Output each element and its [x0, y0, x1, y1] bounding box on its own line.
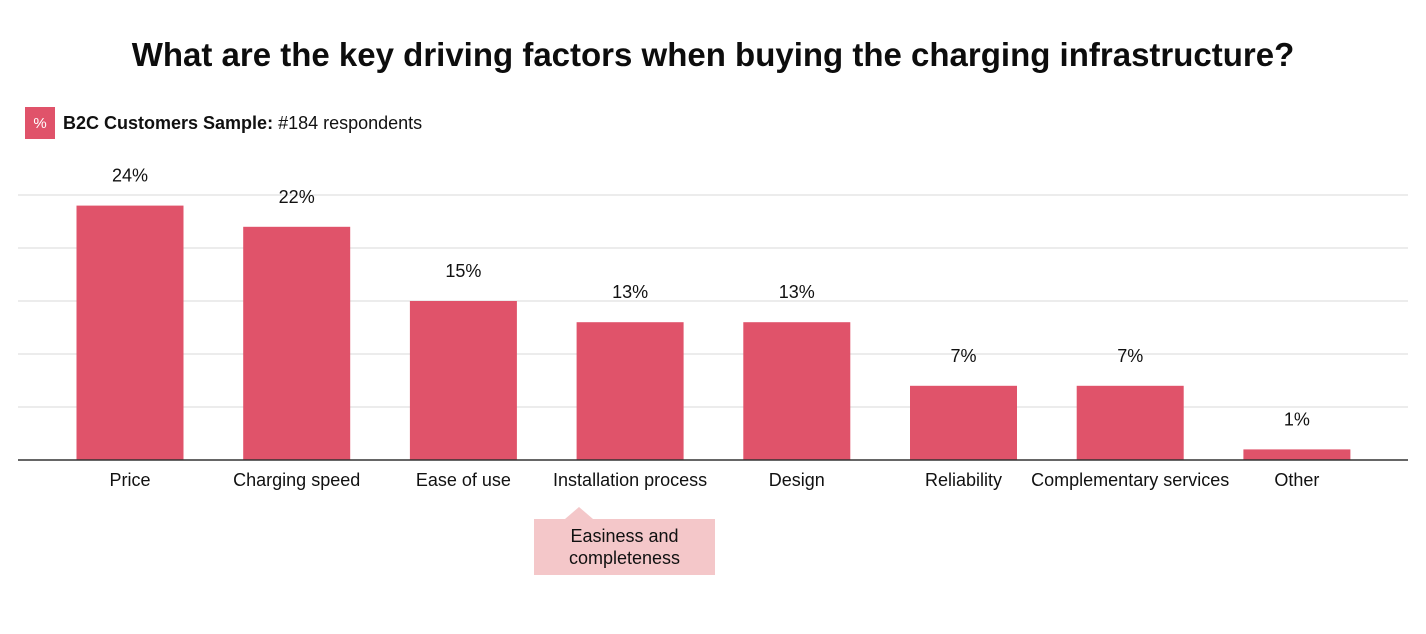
category-label-5: Reliability [925, 470, 1002, 490]
legend: % B2C Customers Sample: #184 respondents [25, 107, 422, 139]
bar-4 [743, 322, 851, 460]
category-label-3: Installation process [553, 470, 707, 490]
category-label-1: Charging speed [233, 470, 360, 490]
legend-percent-swatch: % [25, 107, 55, 139]
bar-0 [76, 205, 184, 460]
category-label-0: Price [109, 470, 150, 490]
data-label-2: 15% [445, 261, 481, 281]
callout-line-1: Easiness and [570, 526, 679, 546]
callout-line-2: completeness [568, 548, 681, 568]
bar-5 [910, 385, 1017, 460]
bar-6 [1076, 385, 1184, 460]
chart-title: What are the key driving factors when bu… [131, 36, 1295, 73]
bar-2 [409, 301, 517, 460]
data-label-0: 24% [112, 166, 148, 186]
data-label-7: 1% [1284, 409, 1310, 429]
bar-7 [1243, 449, 1351, 460]
category-label-4: Design [769, 470, 825, 490]
callout-arrow [565, 507, 593, 519]
category-label-6: Complementary services [1031, 470, 1229, 490]
category-label-7: Other [1274, 470, 1319, 490]
legend-label: B2C Customers Sample: #184 respondents [63, 113, 422, 134]
data-label-6: 7% [1117, 346, 1143, 366]
data-label-1: 22% [279, 187, 315, 207]
data-label-4: 13% [779, 282, 815, 302]
data-label-3: 13% [612, 282, 648, 302]
category-label-2: Ease of use [416, 470, 511, 490]
data-label-5: 7% [950, 346, 976, 366]
callout-note: Easiness and completeness [534, 519, 715, 575]
bar-1 [243, 226, 351, 460]
legend-label-bold: B2C Customers Sample: [63, 112, 274, 133]
legend-label-rest: #184 respondents [273, 112, 423, 133]
bar-3 [576, 322, 684, 460]
